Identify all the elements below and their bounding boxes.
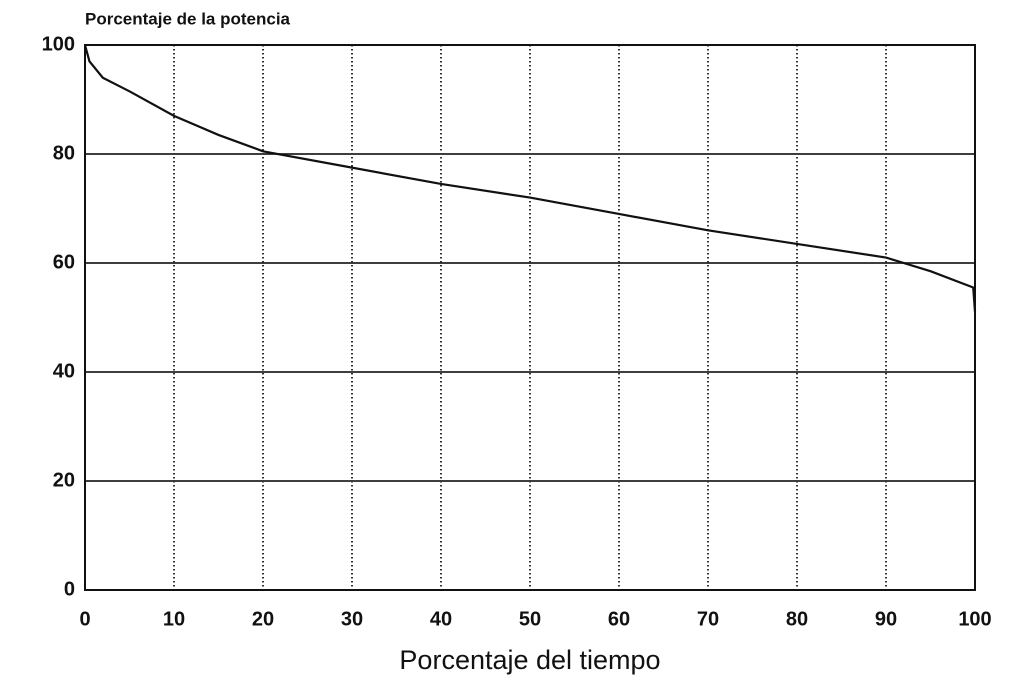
y-tick-label: 60 xyxy=(53,251,75,273)
x-tick-label: 80 xyxy=(786,608,808,630)
data-line xyxy=(83,44,977,313)
x-tick-label: 20 xyxy=(252,608,274,630)
x-tick-label: 50 xyxy=(519,608,541,630)
y-tick-label: 100 xyxy=(42,33,75,55)
x-tick-label: 100 xyxy=(958,608,991,630)
y-tick-label: 40 xyxy=(53,360,75,382)
y-tick-label: 0 xyxy=(64,578,75,600)
x-tick-label: 30 xyxy=(341,608,363,630)
plot-frame xyxy=(84,44,976,591)
x-tick-label: 70 xyxy=(697,608,719,630)
x-tick-label: 10 xyxy=(163,608,185,630)
x-tick-label: 40 xyxy=(430,608,452,630)
x-tick-label: 0 xyxy=(79,608,90,630)
x-axis-label: Porcentaje del tiempo xyxy=(399,645,660,675)
chart-title: Porcentaje de la potencia xyxy=(85,9,291,28)
y-tick-label: 20 xyxy=(53,469,75,491)
x-tick-label: 90 xyxy=(875,608,897,630)
x-tick-label: 60 xyxy=(608,608,630,630)
y-tick-label: 80 xyxy=(53,142,75,164)
